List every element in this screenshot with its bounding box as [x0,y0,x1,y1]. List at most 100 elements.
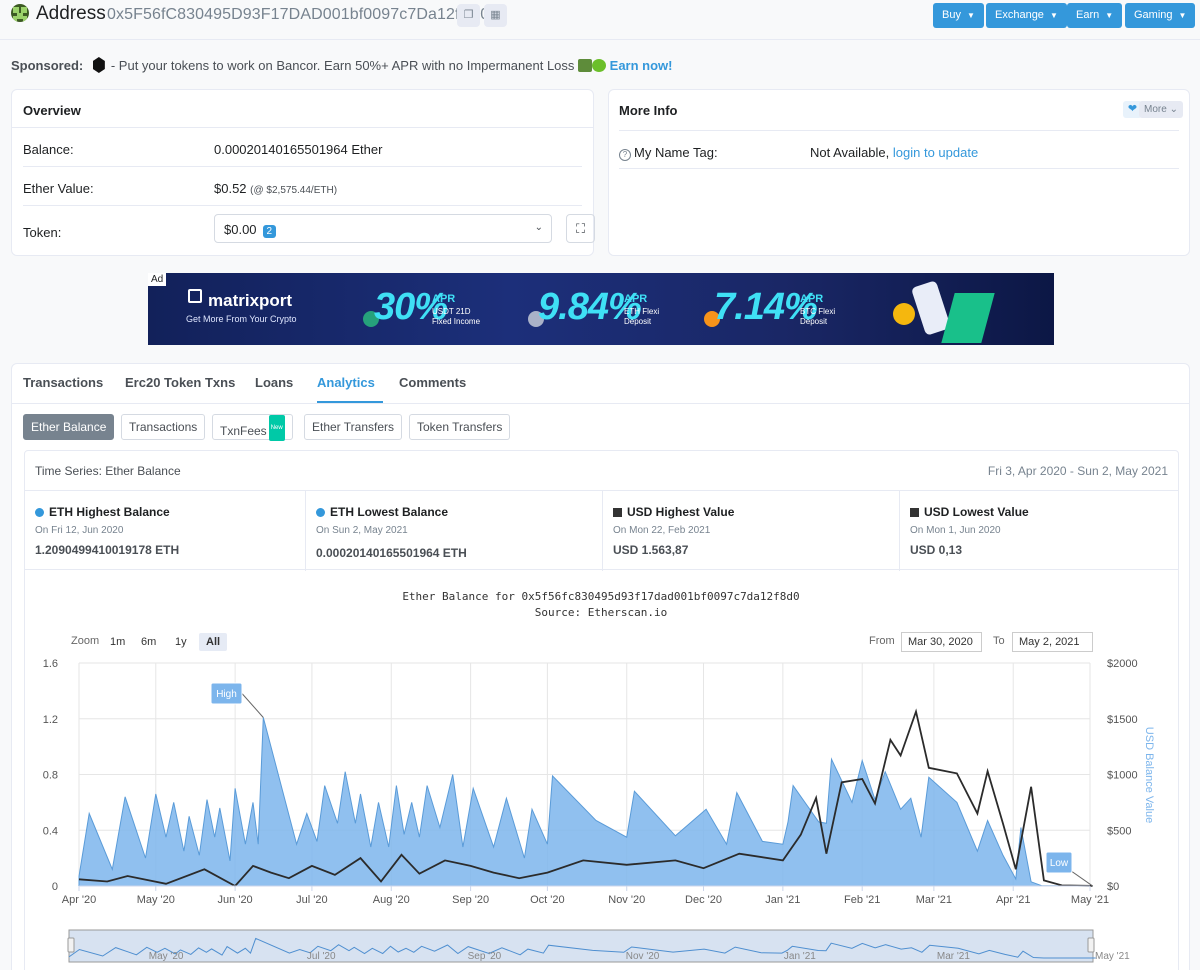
address-blockie-icon [11,4,29,22]
y-right-tick-label: $1500 [1107,714,1138,726]
chevron-down-icon: ▼ [1178,11,1187,20]
sponsored-text: - Put your tokens to work on Bancor. Ear… [110,58,575,73]
annotation-box [210,682,243,705]
token-label: Token: [23,225,62,240]
black-square-icon [910,508,919,517]
to-label: To [993,635,1005,647]
stat-usd-highest: USD Highest Value On Mon 22, Feb 2021 US… [603,491,900,571]
ad-banner[interactable]: Ad matrixport Get More From Your Crypto … [148,273,1054,345]
navigator-tick-label: Nov '20 [626,951,660,962]
x-tick-label: Jun '20 [218,894,253,906]
tab-erc20-token-txns[interactable]: Erc20 Token Txns [125,375,236,390]
time-series-panel: Time Series: Ether Balance Fri 3, Apr 20… [24,450,1179,970]
chart-navigator[interactable]: May '20 Jul '20 Sep '20 Nov '20 Jan '21 Mar '… [67,929,1130,963]
qr-code-icon[interactable]: ▦ [484,4,507,27]
to-date-input[interactable]: May 2, 2021 [1012,632,1093,652]
more-dropdown-button[interactable]: More ⌄ [1139,101,1183,118]
subtab-ether-transfers[interactable]: Ether Transfers [304,414,403,440]
eth-balance-area [78,717,1093,887]
x-tick-label: Mar '21 [916,894,952,906]
ad-offer-apr: APR [624,293,648,305]
y-left-tick-label: 0.8 [43,770,58,782]
name-tag-value: Not Available, [810,145,890,160]
usd-value-line-path [78,708,1093,888]
tab-analytics[interactable]: Analytics [317,375,375,390]
ad-brand: matrixport [208,291,293,310]
time-series-range: Fri 3, Apr 2020 - Sun 2, May 2021 [987,464,1168,478]
earn-dropdown-button[interactable]: Earn ▼ [1067,3,1123,28]
stat-value: USD 1.563,87 [613,543,689,557]
x-tick-label: Nov '20 [608,894,645,906]
zoom-1m-button[interactable]: 1m [110,636,126,648]
heart-icon[interactable]: ❤ [1123,101,1142,118]
gaming-dropdown-button[interactable]: Gaming ▼ [1125,3,1196,28]
token-row: Token: $0.00 2 ⌄ ⛶ [23,206,595,254]
from-date-input[interactable]: Mar 30, 2020 [901,632,982,652]
stat-value: USD 0,13 [910,543,963,557]
zoom-all-button[interactable]: All [199,633,228,651]
ad-offer-pct: 30% [374,286,448,328]
overview-title: Overview [12,90,593,128]
navigator-tick-label: Mar '21 [937,951,970,962]
copy-icon[interactable]: ❐ [457,4,480,27]
tab-transactions[interactable]: Transactions [23,375,104,390]
buy-label: Buy [942,9,961,21]
x-tick-label: May '21 [1071,894,1109,906]
expand-icon[interactable]: ⛶ [566,214,595,243]
matrixport-logo-icon [188,289,202,303]
x-tick-label: Jul '20 [296,894,327,906]
token-dropdown[interactable]: $0.00 2 ⌄ [214,214,552,243]
earn-now-link[interactable]: Earn now! [609,58,673,73]
navigator-tick-label: May '20 [149,951,184,962]
more-label: More [1144,104,1167,115]
x-tick-label: Aug '20 [373,894,410,906]
y-left-tick-label: 1.6 [43,658,58,670]
navigator-series [68,937,1096,959]
top-bar: Address 0x5F56fC830495D93F17DAD001bf0097… [0,0,1200,40]
y-left-tick-label: 0 [52,881,58,893]
y-right-tick-label: $1000 [1107,770,1138,782]
x-tick-label: May '20 [137,894,175,906]
stat-eth-lowest: ETH Lowest Balance On Sun 2, May 2021 0.… [306,491,603,571]
subtab-transactions[interactable]: Transactions [121,414,206,440]
x-tick-label: Apr '20 [62,894,97,906]
x-tick-label: Sep '20 [452,894,489,906]
annotation-label: Low [1050,858,1069,869]
balance-value: 0.00020140165501964 Ether [214,142,383,157]
navigator-handle [67,937,75,953]
stat-heading: USD Lowest Value [924,505,1029,519]
gaming-label: Gaming [1134,9,1173,21]
blue-dot-icon [316,508,325,517]
tab-loans[interactable]: Loans [255,375,294,390]
ether-value-label: Ether Value: [23,181,94,196]
zoom-1y-button[interactable]: 1y [175,636,187,648]
buy-dropdown-button[interactable]: Buy ▼ [933,3,984,28]
ad-offer-sub: USDT 21D Fixed Income [432,307,481,326]
usdt-coin-icon [363,311,379,327]
x-tick-label: Dec '20 [685,894,722,906]
more-info-card: More Info ❤ More ⌄ ? My Name Tag: Not Ava… [608,89,1190,256]
name-tag-row: ? My Name Tag: Not Available, login to up… [619,130,1179,169]
tab-comments[interactable]: Comments [399,375,467,390]
subtab-ether-balance[interactable]: Ether Balance [23,414,115,440]
time-series-title: Time Series: Ether Balance [35,464,181,478]
login-to-update-link[interactable]: login to update [892,145,979,160]
subtab-token-transfers[interactable]: Token Transfers [409,414,511,440]
subtab-txnfees[interactable]: TxnFees New [212,414,293,441]
new-badge: New [268,415,285,441]
blue-dot-icon [35,508,44,517]
name-tag-label-wrap: ? My Name Tag: [619,145,718,161]
x-tick-label: Feb '21 [844,894,880,906]
stat-date: On Mon 1, Jun 2020 [910,525,1001,536]
chart-annotations: High Low [210,682,1093,887]
face-emoji-icon [592,59,607,72]
x-tick-label: Apr '21 [996,894,1031,906]
usd-value-line [78,708,1093,888]
balance-label: Balance: [23,142,74,157]
zoom-6m-button[interactable]: 6m [141,636,157,648]
coin-illustration-icon [893,303,915,325]
exchange-dropdown-button[interactable]: Exchange ▼ [986,3,1067,28]
token-value: $0.00 [224,222,257,237]
chevron-down-icon: ▼ [966,11,975,20]
